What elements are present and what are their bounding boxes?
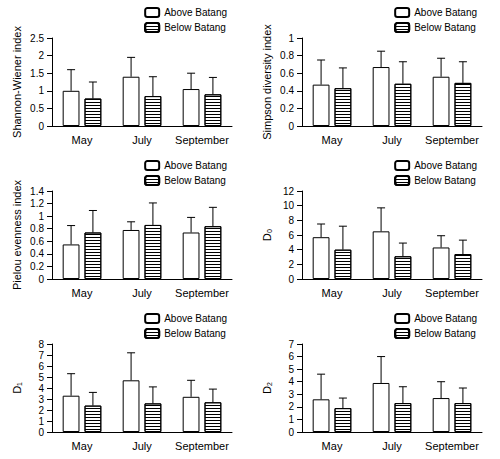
svg-text:September: September — [425, 440, 479, 452]
svg-text:3: 3 — [288, 389, 294, 400]
svg-text:0.5: 0.5 — [30, 103, 44, 114]
svg-text:Above Batang: Above Batang — [414, 7, 477, 18]
svg-text:Below Batang: Below Batang — [414, 175, 476, 186]
svg-text:2.5: 2.5 — [30, 33, 44, 44]
svg-text:Simpson diversity index: Simpson diversity index — [261, 24, 273, 140]
svg-text:1: 1 — [288, 414, 294, 425]
svg-text:2: 2 — [288, 259, 294, 270]
svg-text:1.4: 1.4 — [30, 186, 44, 197]
svg-text:4: 4 — [288, 376, 294, 387]
svg-text:0: 0 — [38, 121, 44, 132]
svg-text:July: July — [132, 287, 152, 299]
svg-text:2: 2 — [38, 405, 44, 416]
svg-text:September: September — [175, 134, 229, 146]
svg-text:Above Batang: Above Batang — [164, 313, 227, 324]
svg-text:May: May — [72, 440, 93, 452]
svg-text:Above Batang: Above Batang — [164, 160, 227, 171]
svg-text:0: 0 — [288, 121, 294, 132]
svg-text:1: 1 — [38, 211, 44, 222]
svg-text:May: May — [322, 287, 343, 299]
svg-text:July: July — [132, 134, 152, 146]
svg-text:0.4: 0.4 — [280, 85, 294, 96]
svg-text:September: September — [175, 287, 229, 299]
svg-text:6: 6 — [38, 361, 44, 372]
svg-text:0.6: 0.6 — [30, 236, 44, 247]
svg-text:September: September — [425, 287, 479, 299]
svg-text:D₁: D₁ — [11, 382, 23, 394]
svg-text:1: 1 — [288, 33, 294, 44]
svg-text:8: 8 — [38, 339, 44, 350]
svg-text:2: 2 — [288, 401, 294, 412]
svg-text:8: 8 — [288, 215, 294, 226]
svg-text:May: May — [72, 134, 93, 146]
svg-text:September: September — [175, 440, 229, 452]
svg-text:Below Batang: Below Batang — [414, 328, 476, 339]
svg-text:0: 0 — [38, 274, 44, 285]
svg-text:0.4: 0.4 — [30, 248, 44, 259]
svg-text:5: 5 — [38, 372, 44, 383]
svg-text:Shannon-Wiener index: Shannon-Wiener index — [11, 26, 23, 138]
svg-text:July: July — [382, 440, 402, 452]
svg-text:6: 6 — [288, 351, 294, 362]
svg-text:D₂: D₂ — [261, 382, 273, 394]
svg-text:Above Batang: Above Batang — [414, 160, 477, 171]
svg-text:Above Batang: Above Batang — [414, 313, 477, 324]
svg-text:Below Batang: Below Batang — [164, 328, 226, 339]
svg-text:July: July — [382, 287, 402, 299]
svg-text:4: 4 — [38, 383, 44, 394]
svg-text:Above Batang: Above Batang — [164, 7, 227, 18]
svg-text:7: 7 — [38, 350, 44, 361]
svg-text:May: May — [322, 440, 343, 452]
svg-text:1: 1 — [38, 85, 44, 96]
svg-text:6: 6 — [288, 230, 294, 241]
svg-text:0.8: 0.8 — [30, 223, 44, 234]
svg-text:July: July — [382, 134, 402, 146]
svg-text:D₀: D₀ — [261, 229, 273, 242]
svg-text:2: 2 — [38, 50, 44, 61]
svg-text:September: September — [425, 134, 479, 146]
svg-text:1: 1 — [38, 416, 44, 427]
svg-text:0.8: 0.8 — [280, 50, 294, 61]
svg-text:Pielou evenness index: Pielou evenness index — [11, 179, 23, 290]
svg-text:0.2: 0.2 — [280, 103, 294, 114]
svg-text:5: 5 — [288, 364, 294, 375]
svg-text:May: May — [322, 134, 343, 146]
svg-text:12: 12 — [283, 186, 295, 197]
svg-text:Below Batang: Below Batang — [164, 175, 226, 186]
svg-text:0.6: 0.6 — [280, 68, 294, 79]
svg-text:0.2: 0.2 — [30, 261, 44, 272]
svg-text:July: July — [132, 440, 152, 452]
svg-text:0: 0 — [38, 427, 44, 438]
svg-text:0: 0 — [288, 427, 294, 438]
svg-text:7: 7 — [288, 339, 294, 350]
svg-text:0: 0 — [288, 274, 294, 285]
svg-text:4: 4 — [288, 244, 294, 255]
svg-text:3: 3 — [38, 394, 44, 405]
svg-text:10: 10 — [283, 200, 295, 211]
svg-text:Below Batang: Below Batang — [414, 22, 476, 33]
svg-text:1.5: 1.5 — [30, 68, 44, 79]
svg-text:Below Batang: Below Batang — [164, 22, 226, 33]
svg-text:May: May — [72, 287, 93, 299]
svg-text:1.2: 1.2 — [30, 198, 44, 209]
